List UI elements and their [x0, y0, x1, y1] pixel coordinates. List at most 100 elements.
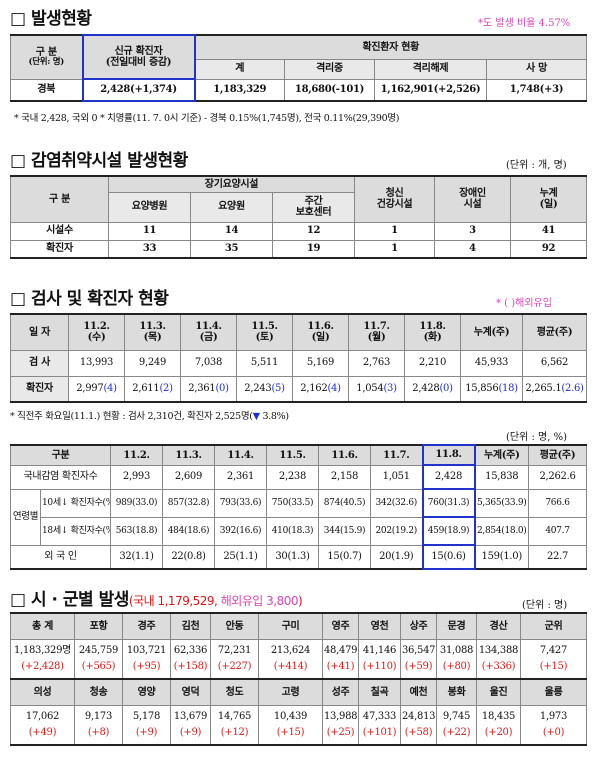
region-value: 31,088 (+80) [436, 638, 477, 680]
table-cell: 11 [108, 221, 191, 241]
region-header: 경주 [122, 612, 171, 640]
region-header: 울릉 [520, 678, 587, 706]
table-cell: 2,428 [421, 464, 476, 490]
region-header: 영주 [322, 612, 359, 640]
section-title-tests: □ 검사 및 확진자 현황 [10, 289, 169, 309]
header-isolation: 격리중 [284, 58, 375, 80]
header-date-col: 11.3. [162, 444, 215, 466]
table-cell: 92 [510, 239, 588, 259]
region-value: 48,479 (+41) [322, 638, 359, 680]
table-cell: 1 [354, 221, 436, 241]
table-cell: 2,854(18.0) [474, 516, 529, 546]
region-header: 영양 [122, 678, 171, 706]
table-cell: 30(1.3) [266, 544, 319, 570]
table-cell: 7,038 [180, 349, 237, 377]
table-cell: 15,838 [474, 464, 529, 490]
table-cell: 5,511 [236, 349, 293, 377]
vulnerable-table: 구 분 장기요양시설 청신 건강시설 장애인 시설 누계 (일) 요양병원 요양원 주… [10, 175, 588, 259]
table-cell: 2,361 [214, 464, 267, 490]
table-cell: 2,238 [266, 464, 319, 490]
table-cell: 2,243(5) [236, 375, 293, 403]
overseas-note: * ( )해외유입 [496, 298, 552, 309]
region-header: 고령 [258, 678, 323, 706]
header-date-col: 11.6. [318, 444, 371, 466]
region-value: 18,435 (+20) [476, 704, 521, 746]
region-header: 영덕 [170, 678, 211, 706]
table-cell: 2,162(4) [292, 375, 349, 403]
table-cell: 22.7 [528, 544, 587, 570]
table-cell: 342(32.6) [370, 488, 423, 518]
vulnerable-unit: (단위 : 개, 명) [506, 160, 567, 171]
table-cell: 2,428(0) [404, 375, 461, 403]
header-cumulative: 누계(주) [474, 444, 529, 466]
header-date-col: 11.3. (목) [124, 313, 181, 351]
region-header: 성주 [322, 678, 359, 706]
row-label-foreigners: 외 국 인 [10, 544, 111, 570]
region-value: 13,988 (+25) [322, 704, 359, 746]
header-average: 평균(주) [522, 313, 587, 351]
region-header: 경산 [476, 612, 521, 640]
table-cell: 41 [510, 221, 588, 241]
header-date-col: 11.5. (토) [236, 313, 293, 351]
table-cell: 15(0.6) [421, 544, 476, 570]
region-header: 문경 [436, 612, 477, 640]
region-value: 24,813 (+58) [400, 704, 437, 746]
row-label-domestic: 국내감염 확진자수 [10, 464, 111, 490]
table-cell: 2,361(0) [180, 375, 237, 403]
table-cell: 410(18.3) [266, 516, 319, 546]
status-table: 구 분 (단위: 명) 신규 확진자 (전일대비 증감) 확진환자 현황 계 격리중… [10, 34, 588, 102]
section-title-vulnerable: □ 감염취약시설 발생현황 [10, 151, 188, 171]
header-gubun: 구분 [10, 444, 111, 466]
region-value: 213,624 (+414) [258, 638, 323, 680]
section-title-regions: □ 시 · 군별 발생(국내 1,179,529, 해외유입 3,800) [10, 590, 303, 610]
table-cell: 32(1.1) [110, 544, 163, 570]
table-cell: 2,997(4) [68, 375, 125, 403]
tests-table: 일 자 11.2. (수) 11.3. (목) 11.4. (금) 11.5. (토) … [10, 313, 587, 403]
table-cell: 407.7 [528, 516, 587, 546]
region-value: 1,183,329명 (+2,428) [10, 638, 75, 680]
region-header: 김천 [170, 612, 211, 640]
table-cell: 20(1.9) [370, 544, 423, 570]
region-header: 의성 [10, 678, 75, 706]
table-cell: 3 [434, 221, 512, 241]
header-nursing-home: 요양원 [190, 191, 273, 223]
table-cell: 13,993 [68, 349, 125, 377]
region-header: 영천 [358, 612, 401, 640]
row-label: 경북 [10, 78, 83, 102]
table-cell: 563(18.8) [110, 516, 163, 546]
row-label-tests: 검 사 [10, 349, 69, 377]
header-total: 계 [194, 58, 285, 80]
region-header: 칠곡 [358, 678, 401, 706]
table-cell: 4 [434, 239, 512, 259]
table-cell: 6,562 [522, 349, 587, 377]
table-cell: 12 [271, 221, 356, 241]
table-cell: 9,249 [124, 349, 181, 377]
region-header: 예천 [400, 678, 437, 706]
region-header: 안동 [210, 612, 259, 640]
table-cell: 760(31.3) [421, 488, 476, 518]
row-label-age: 10세↓ 확진자수(%) [40, 488, 111, 518]
header-gubun: 구 분 [10, 175, 109, 223]
region-header: 봉화 [436, 678, 477, 706]
region-header: 총 계 [10, 612, 75, 640]
table-cell: 15,856(18) [460, 375, 523, 403]
tests-footnote: * 직전주 화요일(11.1.) 현황 : 검사 2,310건, 확진자 2,5… [10, 411, 289, 422]
region-value: 5,178 (+9) [122, 704, 171, 746]
header-nursing-hospital: 요양병원 [108, 191, 191, 223]
header-new-cases: 신규 확진자 (전일대비 증감) [81, 34, 196, 80]
region-value: 36,547 (+59) [400, 638, 437, 680]
regions-table: 총 계 포항 경주 김천 안동 구미 영주 영천 상주 문경 경산 군위 1,183,329명 (+2,… [10, 612, 587, 746]
header-date-col: 11.7. (월) [348, 313, 405, 351]
table-cell: 2,609 [162, 464, 215, 490]
cell-deaths: 1,748(+3) [485, 78, 588, 102]
header-date-col: 11.6. (일) [292, 313, 349, 351]
age-table: 구분 11.2. 11.3. 11.4. 11.5. 11.6. 11.7. 1… [10, 444, 587, 570]
header-youth-facility: 청신 건강시설 [354, 175, 436, 223]
table-cell: 35 [190, 239, 273, 259]
region-value: 14,765 (+12) [210, 704, 259, 746]
table-cell: 750(33.5) [266, 488, 319, 518]
table-cell: 2,210 [404, 349, 461, 377]
region-value: 103,721 (+95) [122, 638, 171, 680]
table-cell: 22(0.8) [162, 544, 215, 570]
header-date-col: 11.5. [266, 444, 319, 466]
